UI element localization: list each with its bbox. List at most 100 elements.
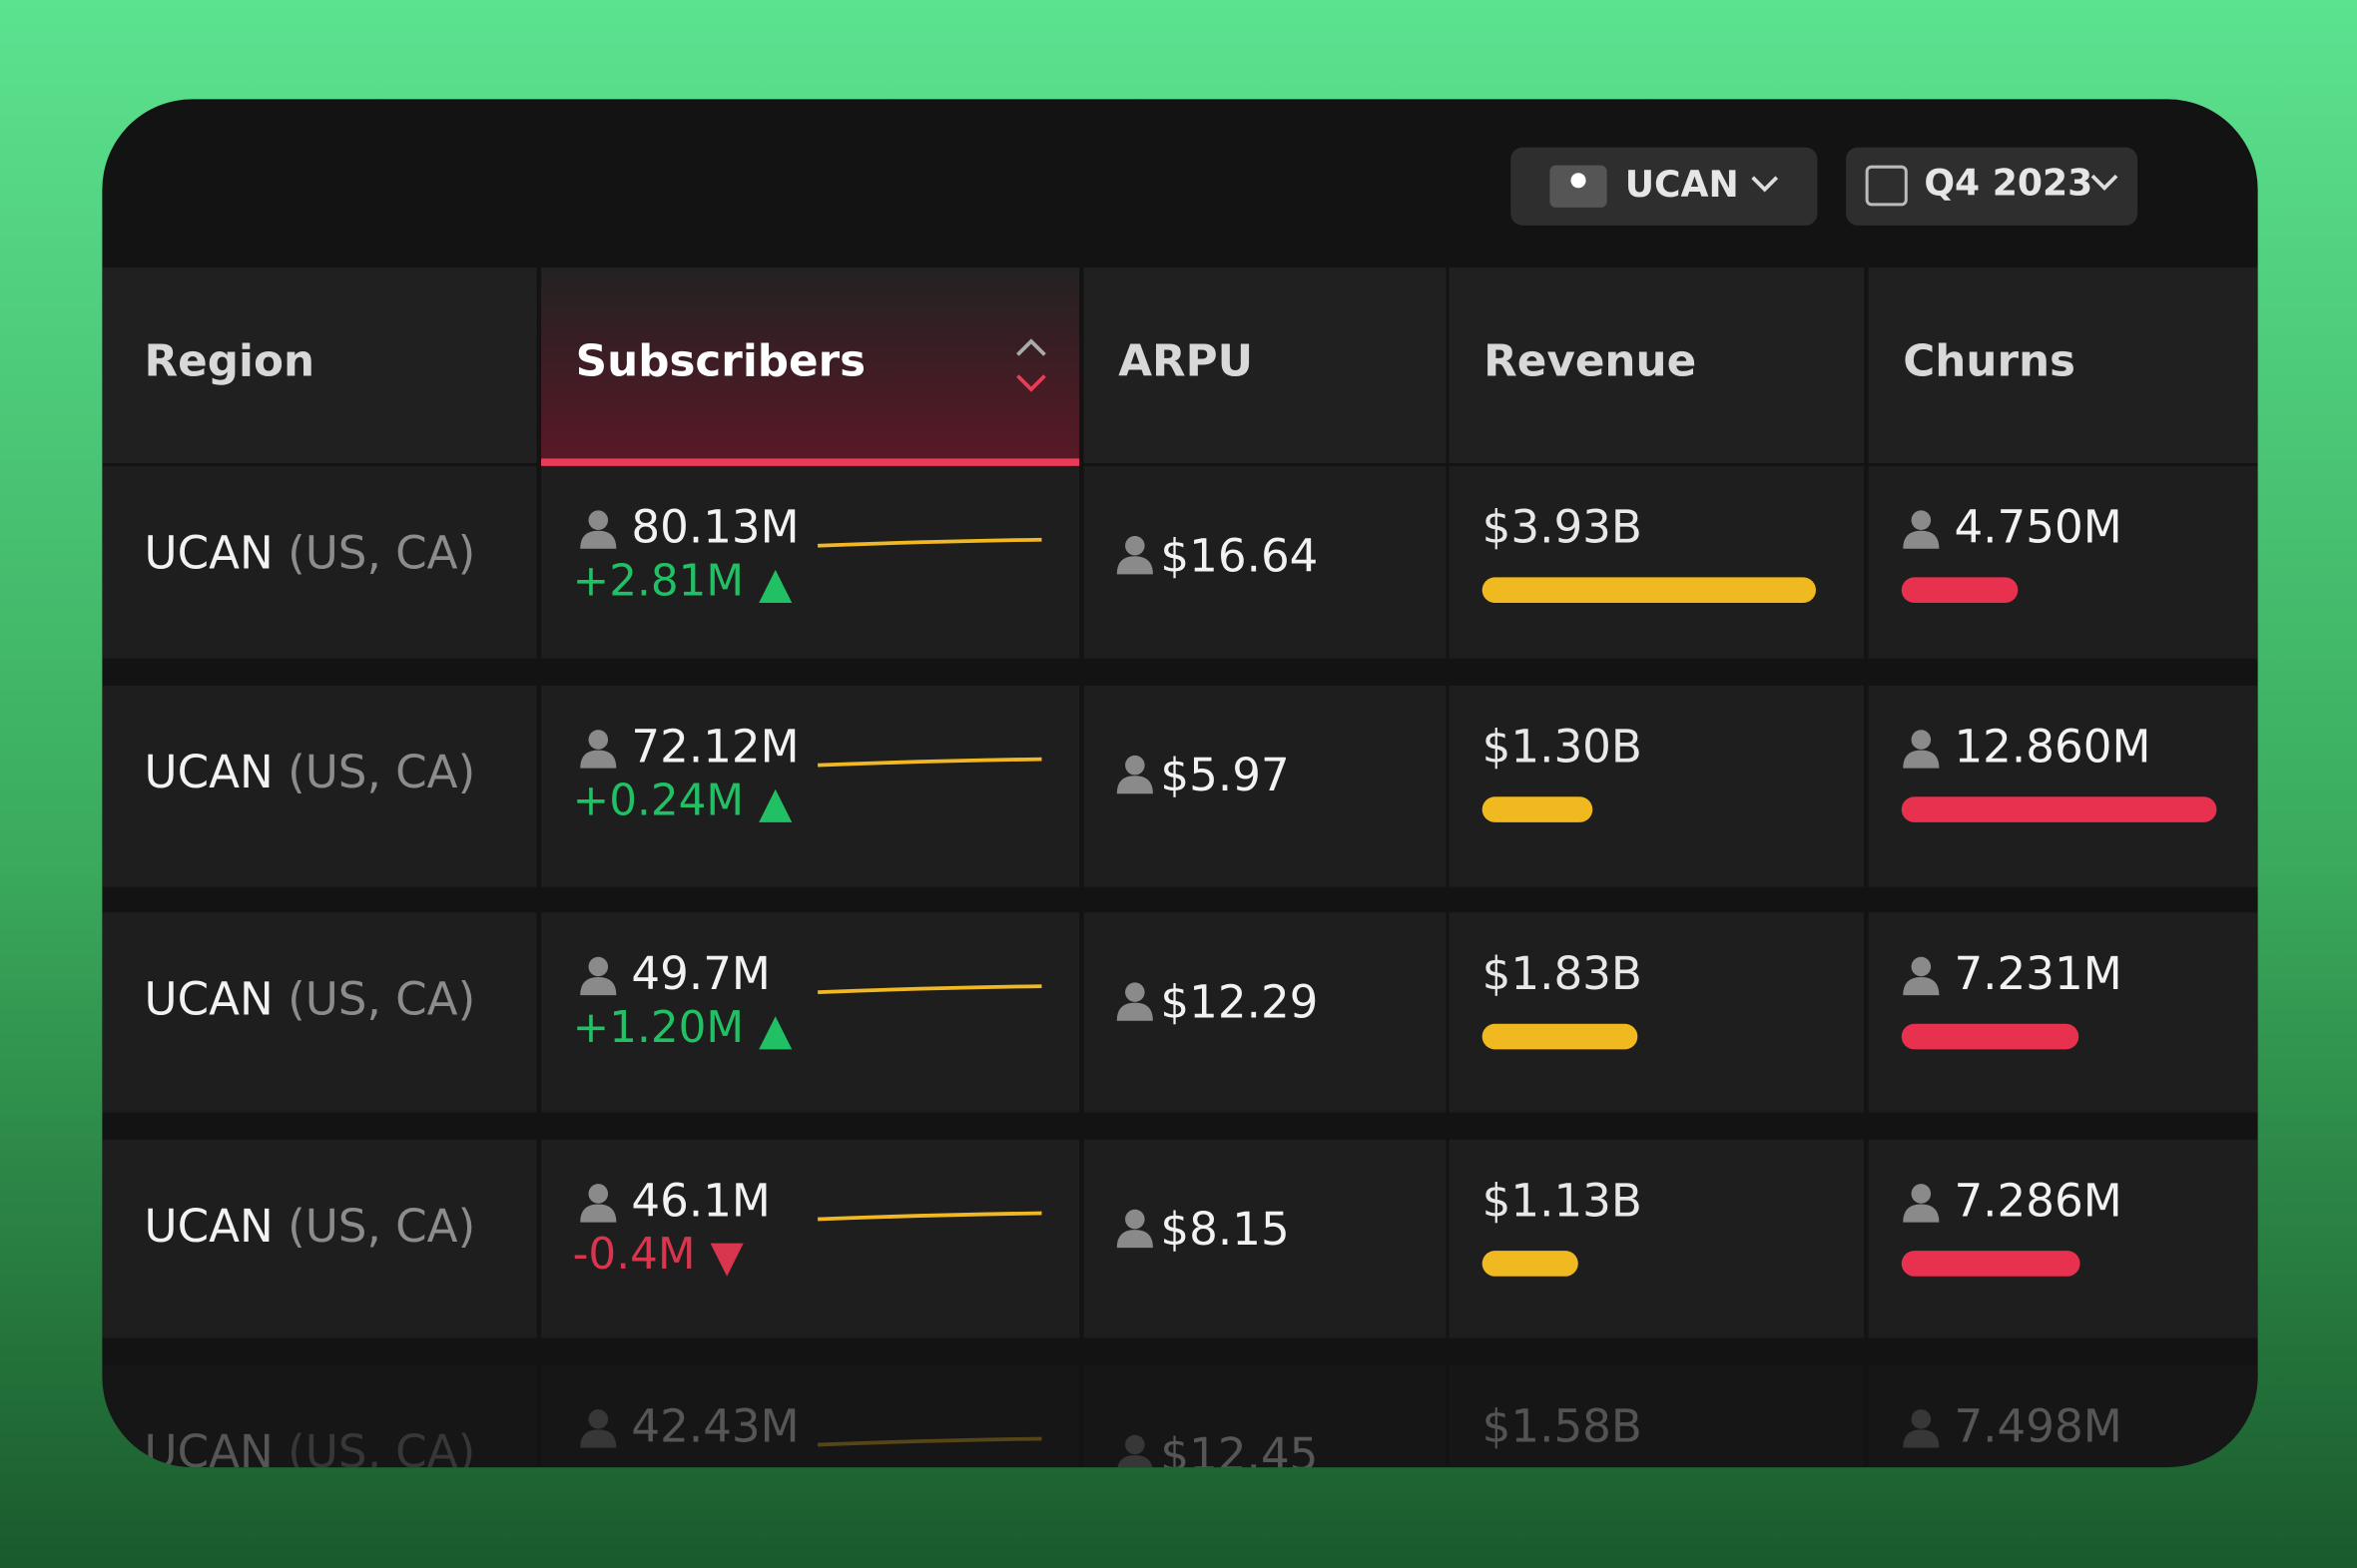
person-icon bbox=[1903, 977, 1940, 996]
column-header: ARPU bbox=[1118, 336, 1253, 387]
sort-icon[interactable] bbox=[1016, 338, 1046, 356]
arpu-value: $12.45 bbox=[1160, 1428, 1318, 1481]
cell bbox=[541, 465, 1080, 659]
region-note: (US, CA) bbox=[288, 1425, 475, 1478]
cell bbox=[1449, 465, 1865, 659]
sparkline bbox=[818, 984, 1042, 994]
person-icon bbox=[580, 1204, 617, 1223]
trend-arrow bbox=[759, 1016, 793, 1050]
trend-arrow bbox=[759, 569, 793, 603]
revenue-value: $1.83B bbox=[1482, 947, 1642, 1000]
calendar-icon bbox=[1865, 165, 1908, 207]
revenue-bar bbox=[1481, 577, 1817, 603]
cell bbox=[541, 912, 1080, 1113]
person-icon bbox=[588, 510, 609, 530]
region-cell: UCAN (US, CA) bbox=[145, 746, 476, 798]
person-icon bbox=[1116, 1455, 1153, 1468]
person-icon bbox=[580, 530, 617, 549]
region-name: UCAN bbox=[145, 973, 274, 1026]
region-note: (US, CA) bbox=[288, 973, 475, 1026]
cell bbox=[102, 685, 537, 887]
person-icon bbox=[588, 1184, 609, 1204]
header-cell bbox=[1083, 267, 1447, 463]
person-icon bbox=[1911, 1409, 1932, 1429]
region-cell: UCAN (US, CA) bbox=[145, 1200, 476, 1253]
table-row: UCAN (US, CA) 49.7M+1.20M $12.29 $1.83B 7.23… bbox=[102, 912, 2258, 1113]
person-icon bbox=[588, 1409, 609, 1429]
region-cell: UCAN (US, CA) bbox=[145, 1425, 476, 1478]
sort-underline bbox=[541, 458, 1080, 466]
table-row: UCAN (US, CA) 72.12M+0.24M $5.97 $1.30B 12.8… bbox=[102, 685, 2258, 887]
subscribers-change: +1.20M bbox=[573, 1002, 744, 1053]
subscribers-value: 46.1M bbox=[631, 1174, 770, 1227]
revenue-value: $1.13B bbox=[1482, 1174, 1642, 1227]
trend-arrow bbox=[710, 1243, 744, 1277]
cell bbox=[541, 1364, 1080, 1468]
cell bbox=[102, 912, 537, 1113]
revenue-bar bbox=[1481, 796, 1593, 822]
churns-value: 7.498M bbox=[1954, 1399, 2121, 1452]
chevron bbox=[2090, 174, 2118, 191]
cell bbox=[1868, 465, 2258, 659]
person-icon bbox=[1903, 530, 1940, 549]
person-icon bbox=[1125, 982, 1145, 1002]
period-filter[interactable]: Q4 2023 bbox=[1846, 147, 2138, 226]
region-cell: UCAN (US, CA) bbox=[145, 973, 476, 1026]
table: Region Subscribers ARPU Revenue Churns UCAN (… bbox=[102, 267, 2258, 1481]
sparkline bbox=[818, 537, 1042, 548]
person-icon bbox=[1116, 776, 1153, 794]
person-icon bbox=[580, 750, 617, 769]
subscribers-change: -0.4M bbox=[573, 1229, 696, 1280]
header-cell bbox=[1868, 267, 2258, 463]
churns-value: 7.231M bbox=[1954, 947, 2121, 1000]
revenue-bar bbox=[1481, 1023, 1638, 1050]
revenue-value: $1.30B bbox=[1482, 721, 1642, 774]
sparkline bbox=[818, 757, 1042, 768]
cell bbox=[1868, 912, 2258, 1113]
cell bbox=[1868, 685, 2258, 887]
table-row: UCAN (US, CA) 46.1M-0.4M $8.15 $1.13B 7.286M bbox=[102, 1139, 2258, 1338]
person-icon bbox=[1911, 956, 1932, 977]
cell bbox=[541, 1139, 1080, 1338]
person-icon bbox=[1903, 1204, 1940, 1223]
revenue-value: $1.58B bbox=[1482, 1399, 1642, 1452]
subscribers-change: +0.24M bbox=[573, 775, 744, 825]
sort-icon bbox=[1016, 374, 1046, 392]
subscribers-value: 49.7M bbox=[631, 947, 770, 1000]
cell bbox=[1868, 1139, 2258, 1338]
person-icon bbox=[1125, 1209, 1145, 1230]
header-cell bbox=[1449, 267, 1865, 463]
trend-arrow bbox=[759, 788, 793, 822]
header-cell bbox=[541, 267, 1080, 463]
cell bbox=[1449, 1139, 1865, 1338]
filter-button[interactable] bbox=[1846, 147, 2138, 226]
table-row: UCAN (US, CA) 80.13M+2.81M $16.64 $3.93B 4.7… bbox=[102, 465, 2258, 659]
person-icon bbox=[588, 730, 609, 750]
arpu-value: $16.64 bbox=[1160, 529, 1318, 582]
cell bbox=[102, 465, 537, 659]
person-icon bbox=[1911, 510, 1932, 530]
column-header: Churns bbox=[1903, 336, 2075, 387]
region-filter[interactable]: UCAN bbox=[1510, 147, 1818, 226]
arpu-value: $12.29 bbox=[1160, 976, 1318, 1029]
cell bbox=[1449, 685, 1865, 887]
person-icon bbox=[1116, 556, 1153, 575]
person-icon bbox=[1911, 730, 1932, 750]
subscribers-change: +2.81M bbox=[573, 555, 744, 606]
sparkline bbox=[818, 1436, 1042, 1447]
churns-value: 4.750M bbox=[1954, 501, 2121, 554]
subscribers-value: 72.12M bbox=[631, 721, 799, 774]
churns-bar bbox=[1901, 1023, 2079, 1050]
churns-bar bbox=[1901, 1251, 2080, 1277]
table-row: UCAN (US, CA) 42.43M $12.45 $1.58B 7.498M bbox=[102, 1364, 2258, 1481]
person-icon bbox=[1911, 1184, 1932, 1204]
chevron bbox=[1751, 176, 1779, 193]
filter-label: Q4 2023 bbox=[1924, 161, 2092, 204]
subscribers-value: 80.13M bbox=[631, 501, 799, 554]
cell bbox=[1449, 912, 1865, 1113]
column-header: Revenue bbox=[1483, 336, 1696, 387]
region-name: UCAN bbox=[145, 526, 274, 579]
column-header: Region bbox=[145, 336, 314, 387]
